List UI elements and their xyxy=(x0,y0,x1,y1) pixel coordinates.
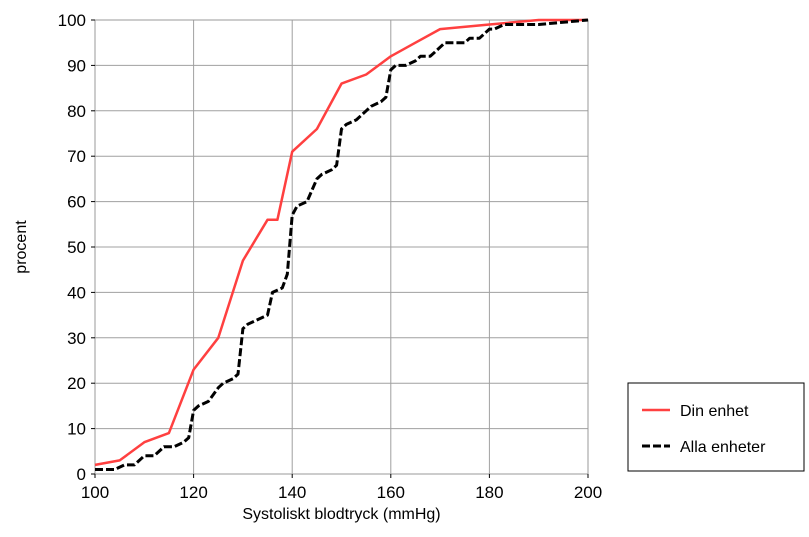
y-tick-label: 10 xyxy=(67,420,86,439)
series-line-2 xyxy=(95,18,589,471)
y-tick-label: 0 xyxy=(77,465,86,484)
legend-label-1: Din enhet xyxy=(680,403,749,420)
legend: Din enhet Alla enheter xyxy=(627,382,805,472)
x-tick-label: 140 xyxy=(278,483,306,502)
legend-box xyxy=(627,382,805,472)
y-tick-label: 40 xyxy=(67,283,86,302)
y-tick-label: 20 xyxy=(67,374,86,393)
grid xyxy=(94,19,589,475)
x-tick-label: 100 xyxy=(81,483,109,502)
x-tick-label: 180 xyxy=(475,483,503,502)
x-axis-ticks: 100 120 140 160 180 200 xyxy=(81,474,602,502)
x-tick-label: 120 xyxy=(179,483,207,502)
legend-label-2: Alla enheter xyxy=(680,439,766,456)
y-tick-label: 60 xyxy=(67,193,86,212)
x-tick-label: 200 xyxy=(574,483,602,502)
y-tick-label: 70 xyxy=(67,147,86,166)
y-axis-ticks: 0 10 20 30 40 50 60 70 80 90 100 xyxy=(58,11,95,484)
series-group xyxy=(94,18,589,471)
y-tick-label: 100 xyxy=(58,11,86,30)
y-axis-label: procent xyxy=(13,220,30,274)
x-axis-label: Systoliskt blodtryck (mmHg) xyxy=(242,506,440,523)
y-tick-label: 30 xyxy=(67,329,86,348)
y-tick-label: 90 xyxy=(67,56,86,75)
x-tick-label: 160 xyxy=(377,483,405,502)
series-line-1 xyxy=(94,18,588,467)
y-tick-label: 50 xyxy=(67,238,86,257)
y-tick-label: 80 xyxy=(67,102,86,121)
